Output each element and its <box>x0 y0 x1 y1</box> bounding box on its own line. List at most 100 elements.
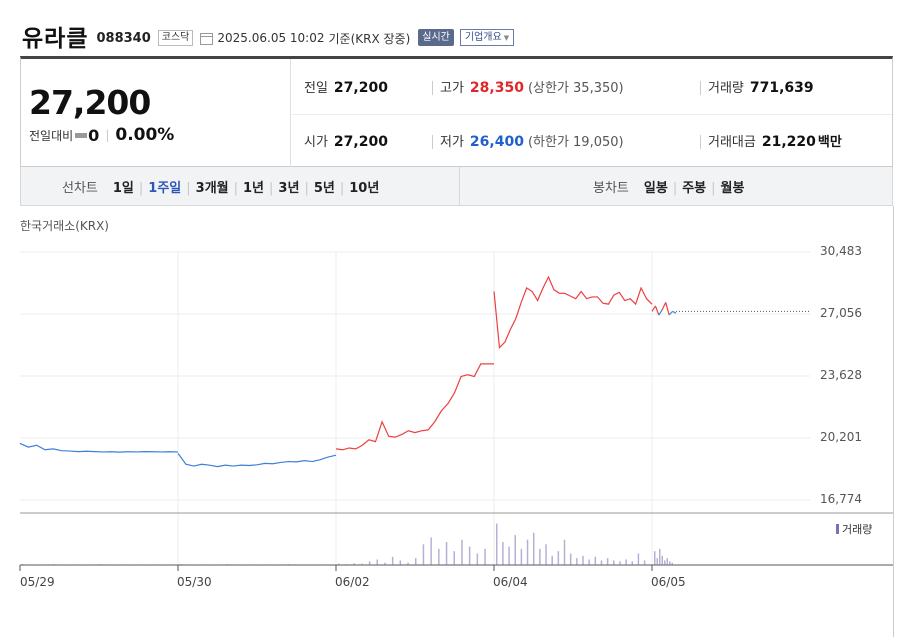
line-tab-0[interactable]: 1일 <box>112 180 134 196</box>
tab-divider: | <box>138 180 144 196</box>
volume-bar <box>594 556 597 565</box>
candle-tab-1[interactable]: 주봉 <box>682 180 707 196</box>
volume-bar <box>345 564 348 565</box>
candle-chart-label: 봉차트 <box>593 180 629 196</box>
x-tick-label: 05/29 <box>20 575 55 589</box>
volume: 거래량 771,639 <box>708 77 814 96</box>
change-label: 전일대비 <box>29 128 74 143</box>
current-price-area: 27,200 전일대비 0 | 0.00% <box>21 59 291 167</box>
volume-bar <box>600 560 603 565</box>
volume-bar <box>399 560 402 565</box>
y-tick-label: 30,483 <box>820 244 862 258</box>
amount-value: 21,220 <box>761 134 816 150</box>
y-tick-label: 23,628 <box>820 368 862 382</box>
volume-bar <box>476 553 479 565</box>
volume-bar <box>445 542 448 565</box>
volume-bar <box>526 539 529 565</box>
divider <box>432 135 433 149</box>
volume-bar <box>384 562 386 565</box>
price-line-05/30 <box>177 453 337 468</box>
open-price: 시가 27,200 <box>304 131 388 150</box>
volume-bar <box>338 563 340 565</box>
unchanged-icon <box>75 132 88 138</box>
volume-bar <box>625 559 627 565</box>
volume-bar <box>582 555 584 565</box>
price-line-05/29 <box>19 442 179 453</box>
tab-divider: | <box>339 180 345 196</box>
line-tab-1[interactable]: 1주일 <box>148 180 182 196</box>
volume-bar <box>669 561 671 565</box>
x-tick-label: 06/02 <box>335 575 370 589</box>
line-tab-5[interactable]: 5년 <box>313 180 335 196</box>
volume-bar <box>637 553 640 565</box>
open-label: 시가 <box>304 135 328 150</box>
stock-header: 유라클 088340 코스닥 2025.06.05 10:02 기준(KRX 장… <box>22 22 515 52</box>
current-price: 27,200 <box>29 83 151 122</box>
tab-divider: | <box>304 180 309 196</box>
high-value: 28,350 <box>469 80 524 96</box>
chevron-down-icon: ▼ <box>503 34 510 42</box>
tab-divider: | <box>269 180 274 196</box>
chart-right-border <box>893 206 894 637</box>
quote-datetime: 2025.06.05 10:02 <box>217 31 325 45</box>
volume-label: 거래량 <box>708 81 744 96</box>
volume-bar <box>551 555 553 565</box>
volume-bar <box>376 559 378 565</box>
candle-tab-2[interactable]: 월봉 <box>720 180 745 196</box>
volume-bar <box>422 544 425 565</box>
prev-close-label: 전일 <box>304 81 328 96</box>
volume-bar <box>287 564 290 565</box>
amount-label: 거래대금 <box>708 135 756 150</box>
divider <box>432 81 433 95</box>
x-tick-label: 05/30 <box>177 575 212 589</box>
high-price: 고가 28,350 (상한가 35,350) <box>440 77 624 96</box>
volume-bar <box>461 539 463 565</box>
volume-bar <box>226 564 228 565</box>
low-label: 저가 <box>440 135 464 150</box>
line-tab-4[interactable]: 3년 <box>278 180 300 196</box>
volume-bar <box>514 535 516 565</box>
volume-bar <box>563 539 566 565</box>
divider <box>700 81 701 95</box>
volume-bar <box>539 548 541 565</box>
change-percent: 0.00% <box>115 125 175 145</box>
volume-legend-label: 거래량 <box>842 523 873 536</box>
change-value: 0 <box>88 125 100 145</box>
line-tab-6[interactable]: 10년 <box>349 180 380 196</box>
prev-close-value: 27,200 <box>333 80 388 96</box>
tab-divider: | <box>186 180 191 196</box>
volume-bar <box>52 564 55 565</box>
price-line-06/05 <box>668 310 674 316</box>
line-tab-3[interactable]: 1년 <box>243 180 265 196</box>
volume-bar <box>588 559 590 565</box>
trade-amount: 거래대금 21,220 백만 <box>708 131 842 150</box>
chart-grid <box>19 251 893 571</box>
stock-name: 유라클 <box>22 26 89 52</box>
company-overview-dropdown[interactable]: 기업개요 ▼ <box>459 29 515 46</box>
volume-bar <box>430 537 432 565</box>
lower-limit: (하한가 19,050) <box>527 135 624 150</box>
volume-bar <box>532 532 535 565</box>
volume-bar <box>407 562 409 565</box>
chart-tabs: 선차트 1일 | 1주일 | 3개월 | 1년 | 3년 | 5년 | 10년 봉차트 일봉 | 주봉 | 월봉 <box>20 167 893 206</box>
line-tab-2[interactable]: 3개월 <box>195 180 229 196</box>
quote-panel: 27,200 전일대비 0 | 0.00% 전일 27,200 고가 28,350(… <box>20 56 893 167</box>
volume-bar <box>569 553 572 565</box>
candle-tab-0[interactable]: 일봉 <box>643 180 668 196</box>
volume-bar <box>671 562 673 565</box>
volume-bar <box>22 564 24 565</box>
price-line-06/05 <box>672 310 677 314</box>
volume-bar <box>468 546 471 565</box>
volume-bar <box>453 551 455 565</box>
stock-code: 088340 <box>96 30 151 46</box>
divider <box>700 135 701 149</box>
price-line-06/05 <box>658 309 663 316</box>
price-line-06/05 <box>654 305 660 316</box>
market-badge: 코스닥 <box>157 29 194 46</box>
tab-divider: | <box>233 180 239 196</box>
y-tick-label: 20,201 <box>820 430 862 444</box>
volume-bar <box>659 548 661 565</box>
line-chart-periods: 1일 | 1주일 | 3개월 | 1년 | 3년 | 5년 | 10년 <box>113 177 379 196</box>
realtime-button[interactable]: 실시간 <box>418 29 454 46</box>
